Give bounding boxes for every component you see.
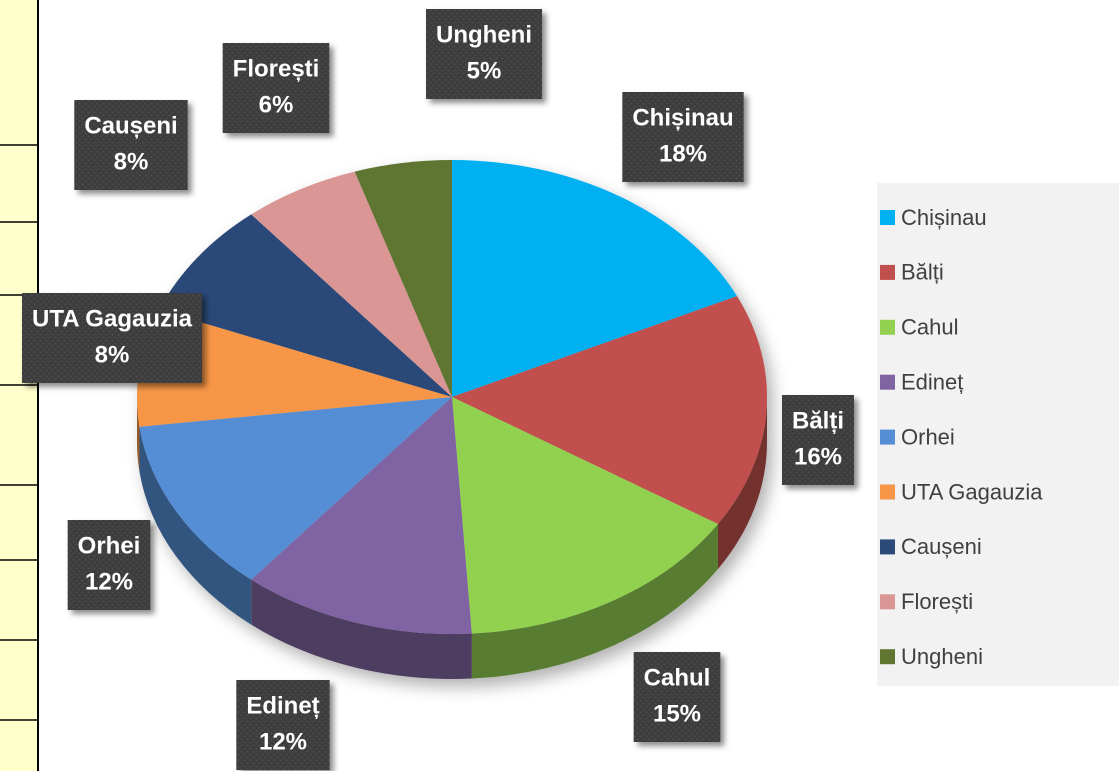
data-label-value: 8% [95, 341, 130, 368]
data-label-value: 16% [794, 443, 842, 470]
slice [137, 309, 452, 427]
legend-swatch [880, 319, 895, 335]
data-label-box [426, 9, 542, 99]
data-label-name: Edineț [246, 692, 319, 719]
data-label: Bălți 16% [781, 395, 855, 485]
legend-swatch [880, 264, 895, 280]
slice [251, 171, 452, 397]
legend-swatch [880, 429, 895, 445]
legend-label: UTA Gagauzia [901, 479, 1043, 504]
slice [354, 160, 452, 397]
data-label: Florești 6% [222, 43, 330, 133]
legend-swatch [880, 539, 895, 555]
slice-side [471, 523, 718, 679]
legend: Chișinau Bălți Cahul Edineț Orhei UTA Gagauzi… [880, 205, 1043, 669]
data-label-box [781, 395, 855, 485]
data-label: Edineț 12% [236, 680, 330, 770]
data-labels: Chișinau18%Bălți16%Cahul15%Edineț12%Orhe… [21, 9, 855, 770]
data-label-value: 12% [259, 728, 307, 755]
legend-label: Edineț [901, 370, 963, 395]
data-label-box [67, 520, 151, 610]
legend-swatch [880, 484, 895, 500]
legend-label: Florești [901, 589, 973, 614]
data-label-box [222, 43, 330, 133]
legend-box [877, 183, 1119, 686]
data-label-name: UTA Gagauzia [32, 305, 193, 332]
legend-swatch [880, 210, 895, 225]
legend-swatch [880, 374, 895, 390]
data-label-name: Chișinau [632, 104, 733, 131]
data-label: Caușeni 8% [74, 100, 188, 190]
data-label-box [21, 293, 203, 383]
data-label: Chișinau 18% [622, 92, 744, 182]
data-label-box [236, 680, 330, 770]
pie [137, 160, 768, 679]
data-label: UTA Gagauzia 8% [21, 293, 203, 383]
slice [452, 397, 718, 634]
slice [452, 160, 738, 397]
data-label: Orhei 12% [67, 520, 151, 610]
slice [251, 397, 472, 635]
data-label-box [622, 92, 744, 182]
data-label-name: Cahul [644, 664, 711, 691]
data-label: Cahul 15% [633, 652, 721, 742]
slice [452, 296, 768, 524]
data-label-value: 15% [653, 700, 701, 727]
slice-side [137, 397, 140, 472]
legend-label: Chișinau [901, 205, 987, 230]
data-label-name: Caușeni [84, 112, 177, 139]
slice [139, 397, 452, 580]
data-label-box [633, 652, 721, 742]
legend-label: Orhei [901, 424, 955, 449]
slice [159, 214, 452, 397]
data-label-name: Ungheni [436, 21, 532, 48]
data-label-value: 6% [259, 91, 294, 118]
slice-side [251, 579, 472, 679]
legend-swatch [880, 594, 895, 610]
data-label-name: Orhei [78, 532, 141, 559]
slice-side [139, 426, 252, 625]
data-label-box [74, 100, 188, 190]
legend-label: Cahul [901, 315, 958, 340]
data-label-name: Florești [233, 55, 320, 82]
slice-side [717, 397, 767, 569]
legend-label: Bălți [901, 260, 944, 285]
data-label-value: 8% [114, 148, 149, 175]
data-label-value: 12% [85, 568, 133, 595]
data-label-name: Bălți [792, 407, 844, 434]
data-label-value: 18% [659, 140, 707, 167]
legend-label: Ungheni [901, 644, 983, 669]
data-label: Ungheni 5% [426, 9, 542, 99]
legend-swatch [880, 649, 895, 665]
data-label-value: 5% [467, 57, 502, 84]
legend-label: Caușeni [901, 534, 982, 559]
background-table [0, 0, 39, 771]
